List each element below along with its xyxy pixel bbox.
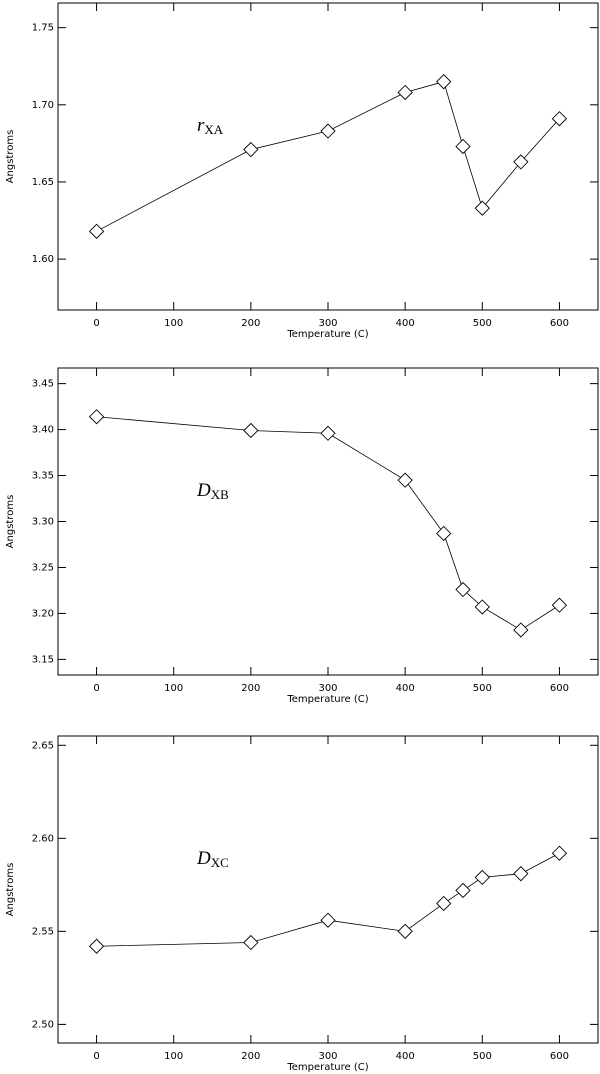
marker [436, 895, 452, 912]
marker [397, 923, 413, 940]
panel: 0 100 200 300 400 500 600 3.15 3.20 3.25 3.30 3.35 3… [5, 367, 599, 705]
x-tick-label: 100 [164, 318, 183, 329]
x-tick-label: 300 [318, 1051, 337, 1062]
panel: 0 100 200 300 400 500 600 1.60 1.65 1.70 1.75 Tempe… [5, 2, 599, 340]
marker [551, 111, 568, 127]
marker [455, 581, 471, 598]
x-tick-label: 300 [318, 683, 337, 694]
y-tick-label: 3.45 [32, 379, 54, 390]
marker [474, 200, 490, 216]
x-tick-label: 200 [241, 1051, 260, 1062]
y-tick-label: 3.35 [32, 471, 54, 482]
y-tick-label: 1.60 [32, 254, 54, 265]
x-tick-label: 200 [241, 683, 260, 694]
y-tick-label: 1.65 [32, 177, 54, 188]
annotation: rXA [197, 115, 224, 137]
x-axis-label: Temperature (C) [286, 1062, 368, 1073]
x-tick-label: 600 [550, 318, 569, 329]
y-tick-label: 3.15 [32, 654, 54, 665]
data-line [96, 416, 560, 631]
marker [243, 422, 259, 439]
x-tick-label: 0 [93, 1051, 99, 1062]
x-tick-label: 0 [93, 318, 99, 329]
plot-frame [57, 735, 599, 1044]
x-tick-label: 400 [396, 318, 415, 329]
annotation-subscript: XB [211, 487, 229, 502]
y-tick-label: 1.75 [32, 23, 54, 34]
marker [320, 123, 336, 139]
marker [551, 845, 568, 861]
marker [513, 154, 529, 170]
x-tick-label: 400 [396, 683, 415, 694]
marker [513, 622, 529, 638]
marker [88, 409, 105, 425]
x-tick-label: 100 [164, 1051, 183, 1062]
x-tick-label: 200 [241, 318, 260, 329]
marker [474, 869, 490, 886]
marker [455, 882, 471, 899]
annotation: DXB [196, 480, 229, 502]
y-tick-label: 2.60 [32, 833, 54, 844]
marker [397, 84, 413, 101]
plot-frame [57, 2, 599, 311]
x-tick-label: 100 [164, 683, 183, 694]
marker [243, 141, 259, 158]
y-tick-label: 3.25 [32, 562, 54, 573]
marker [436, 525, 452, 542]
marker [436, 74, 452, 90]
marker [320, 425, 336, 441]
marker [320, 912, 336, 928]
x-axis-label: Temperature (C) [286, 329, 368, 340]
x-tick-label: 600 [550, 683, 569, 694]
annotation-symbol: D [196, 480, 211, 501]
x-axis-label: Temperature (C) [286, 694, 368, 705]
y-axis-label: Angstroms [5, 863, 16, 917]
annotation-symbol: r [197, 115, 205, 136]
y-tick-label: 3.20 [32, 608, 54, 619]
marker [88, 938, 105, 954]
marker [474, 599, 490, 615]
marker [88, 223, 105, 239]
y-axis-label: Angstroms [5, 130, 16, 184]
marker [513, 866, 529, 882]
y-tick-label: 1.70 [32, 100, 54, 111]
data-line [96, 81, 560, 232]
panel: 0 100 200 300 400 500 600 2.50 2.55 2.60 2.65 Tempe… [5, 735, 599, 1073]
x-tick-label: 0 [93, 683, 99, 694]
x-tick-label: 300 [318, 318, 337, 329]
x-tick-label: 500 [473, 683, 492, 694]
y-tick-label: 3.30 [32, 517, 54, 528]
y-axis-label: Angstroms [5, 495, 16, 549]
x-tick-label: 400 [396, 1051, 415, 1062]
annotation: DXC [196, 848, 229, 870]
annotation-symbol: D [196, 848, 211, 869]
annotation-subscript: XA [204, 122, 223, 137]
annotation-subscript: XC [211, 855, 229, 870]
x-tick-label: 600 [550, 1051, 569, 1062]
y-tick-label: 2.55 [32, 926, 54, 937]
y-tick-label: 2.50 [32, 1019, 54, 1030]
y-tick-label: 3.40 [32, 425, 54, 436]
x-tick-label: 500 [473, 1051, 492, 1062]
data-line [96, 852, 560, 947]
x-tick-label: 500 [473, 318, 492, 329]
marker [397, 472, 413, 488]
marker [455, 138, 471, 155]
marker [243, 934, 259, 951]
marker [551, 597, 568, 613]
y-tick-label: 2.65 [32, 740, 54, 751]
